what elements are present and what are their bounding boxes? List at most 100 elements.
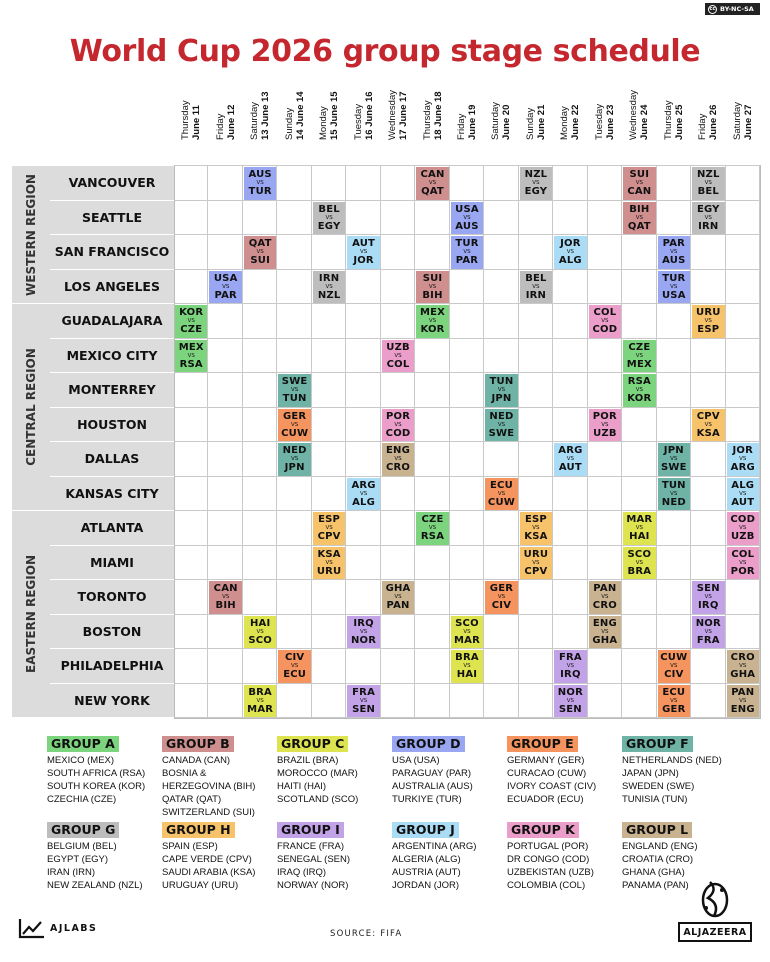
match-cell[interactable]: PAN VS ENG	[726, 684, 759, 717]
match-cell[interactable]: ENG VS CRO	[381, 443, 415, 476]
match-cell[interactable]: ECU VS CUW	[485, 477, 518, 510]
match-cell[interactable]: CUW VS CIV	[657, 650, 691, 683]
match-cell[interactable]: USA VS PAR	[209, 270, 242, 303]
match-cell[interactable]: EGY VS IRN	[692, 201, 725, 234]
match-cell[interactable]: ARG VS AUT	[554, 443, 587, 476]
match-cell[interactable]: RSA VS KOR	[623, 374, 656, 407]
vs-label: VS	[325, 559, 333, 566]
schedule-cell	[208, 407, 243, 442]
match-cell[interactable]: NOR VS SEN	[554, 684, 587, 717]
schedule-cell	[415, 649, 450, 684]
match-cell[interactable]: NOR VS FRA	[692, 615, 725, 648]
schedule-cell	[311, 407, 347, 442]
day-header: Monday June 22	[553, 96, 587, 164]
match-cell[interactable]: NZL VS BEL	[692, 167, 725, 200]
match-cell[interactable]: ENG VS GHA	[588, 615, 622, 648]
match-cell[interactable]: SCO VS MAR	[450, 615, 484, 648]
match-cell[interactable]: SCO VS BRA	[623, 546, 656, 579]
match-cell[interactable]: FRA VS SEN	[347, 684, 380, 717]
match-cell[interactable]: HAI VS SCO	[243, 615, 277, 648]
match-cell[interactable]: CPV VS KSA	[692, 408, 725, 441]
schedule-cell	[518, 545, 554, 580]
match-cell[interactable]: IRQ VS NOR	[347, 615, 380, 648]
match-cell[interactable]: BEL VS IRN	[519, 270, 553, 303]
legend-team: PANAMA (PAN)	[622, 880, 689, 891]
match-cell[interactable]: TUR VS PAR	[450, 236, 484, 269]
city-label: DALLAS	[50, 442, 174, 477]
match-cell[interactable]: COD VS UZB	[726, 512, 759, 545]
match-cell[interactable]: MEX VS KOR	[416, 305, 449, 338]
match-cell[interactable]: ESP VS CPV	[312, 512, 346, 545]
match-cell[interactable]: AUS VS TUR	[243, 167, 277, 200]
match-cell[interactable]: FRA VS IRQ	[554, 650, 587, 683]
match-cell[interactable]: BIH VS QAT	[623, 201, 656, 234]
region-label: WESTERN REGION	[24, 173, 38, 296]
city-label: SAN FRANCISCO	[50, 235, 174, 270]
schedule-cell	[587, 407, 623, 442]
match-cell[interactable]: GHA VS PAN	[381, 581, 415, 614]
match-cell[interactable]: COL VS COD	[588, 305, 622, 338]
match-cell[interactable]: BRA VS MAR	[243, 684, 277, 717]
match-cell[interactable]: TUR VS USA	[657, 270, 691, 303]
match-cell[interactable]: MEX VS RSA	[175, 339, 208, 372]
match-cell[interactable]: CZE VS RSA	[416, 512, 449, 545]
match-cell[interactable]: BEL VS EGY	[312, 201, 346, 234]
match-cell[interactable]: QAT VS SUI	[243, 236, 277, 269]
match-cell[interactable]: AUT VS JOR	[347, 236, 380, 269]
match-cell[interactable]: JPN VS SWE	[657, 443, 691, 476]
match-cell[interactable]: USA VS AUS	[450, 201, 484, 234]
match-cell[interactable]: JOR VS ALG	[554, 236, 587, 269]
match-cell[interactable]: NZL VS EGY	[519, 167, 553, 200]
match-cell[interactable]: IRN VS NZL	[312, 270, 346, 303]
schedule-cell	[380, 166, 416, 201]
schedule-cell	[174, 580, 209, 615]
match-cell[interactable]: TUN VS NED	[657, 477, 691, 510]
match-cell[interactable]: ALG VS AUT	[726, 477, 759, 510]
match-cell[interactable]: CAN VS BIH	[209, 581, 242, 614]
vs-label: VS	[428, 180, 437, 187]
day-header: Tuesday June 23	[588, 96, 622, 164]
schedule-cell	[622, 649, 657, 684]
day-name: Saturday	[731, 101, 743, 140]
match-cell[interactable]: URU VS CPV	[519, 546, 553, 579]
schedule-cell	[277, 683, 312, 718]
schedule-cell	[208, 476, 243, 511]
match-cell[interactable]: ECU VS GER	[657, 684, 691, 717]
match-cell[interactable]: CZE VS MEX	[623, 339, 656, 372]
match-cell[interactable]: UZB VS COL	[381, 339, 415, 372]
match-cell[interactable]: NED VS JPN	[278, 443, 311, 476]
match-cell[interactable]: KOR VS CZE	[175, 305, 208, 338]
home-team: IRN	[318, 272, 340, 284]
match-cell[interactable]: ARG VS ALG	[347, 477, 380, 510]
legend-team: CZECHIA (CZE)	[47, 794, 117, 805]
match-cell[interactable]: MAR VS HAI	[623, 512, 656, 545]
match-cell[interactable]: GER VS CIV	[485, 581, 518, 614]
match-cell[interactable]: POR VS UZB	[588, 408, 622, 441]
match-cell[interactable]: SWE VS TUN	[278, 374, 311, 407]
day-date: June 11	[191, 105, 203, 140]
match-cell[interactable]: SUI VS BIH	[416, 270, 449, 303]
match-cell[interactable]: CIV VS ECU	[278, 650, 311, 683]
legend-team: JORDAN (JOR)	[392, 880, 460, 891]
match-cell[interactable]: GER VS CUW	[278, 408, 311, 441]
day-header: Monday 15 June 15	[312, 91, 346, 164]
schedule-cell	[484, 649, 519, 684]
match-cell[interactable]: SUI VS CAN	[623, 167, 656, 200]
match-cell[interactable]: COL VS POR	[726, 546, 759, 579]
schedule-cell	[242, 683, 278, 718]
match-cell[interactable]: TUN VS JPN	[485, 374, 518, 407]
match-cell[interactable]: JOR VS ARG	[726, 443, 759, 476]
match-cell[interactable]: CRO VS GHA	[726, 650, 759, 683]
match-cell[interactable]: BRA VS HAI	[450, 650, 484, 683]
match-cell[interactable]: PAR VS AUS	[657, 236, 691, 269]
schedule-cell	[277, 649, 312, 684]
match-cell[interactable]: SEN VS IRQ	[692, 581, 725, 614]
match-cell[interactable]: ESP VS KSA	[519, 512, 553, 545]
match-cell[interactable]: PAN VS CRO	[588, 581, 622, 614]
match-cell[interactable]: POR VS COD	[381, 408, 415, 441]
match-cell[interactable]: NED VS SWE	[485, 408, 518, 441]
schedule-cell	[380, 649, 416, 684]
match-cell[interactable]: KSA VS URU	[312, 546, 346, 579]
match-cell[interactable]: URU VS ESP	[692, 305, 725, 338]
match-cell[interactable]: CAN VS QAT	[416, 167, 449, 200]
